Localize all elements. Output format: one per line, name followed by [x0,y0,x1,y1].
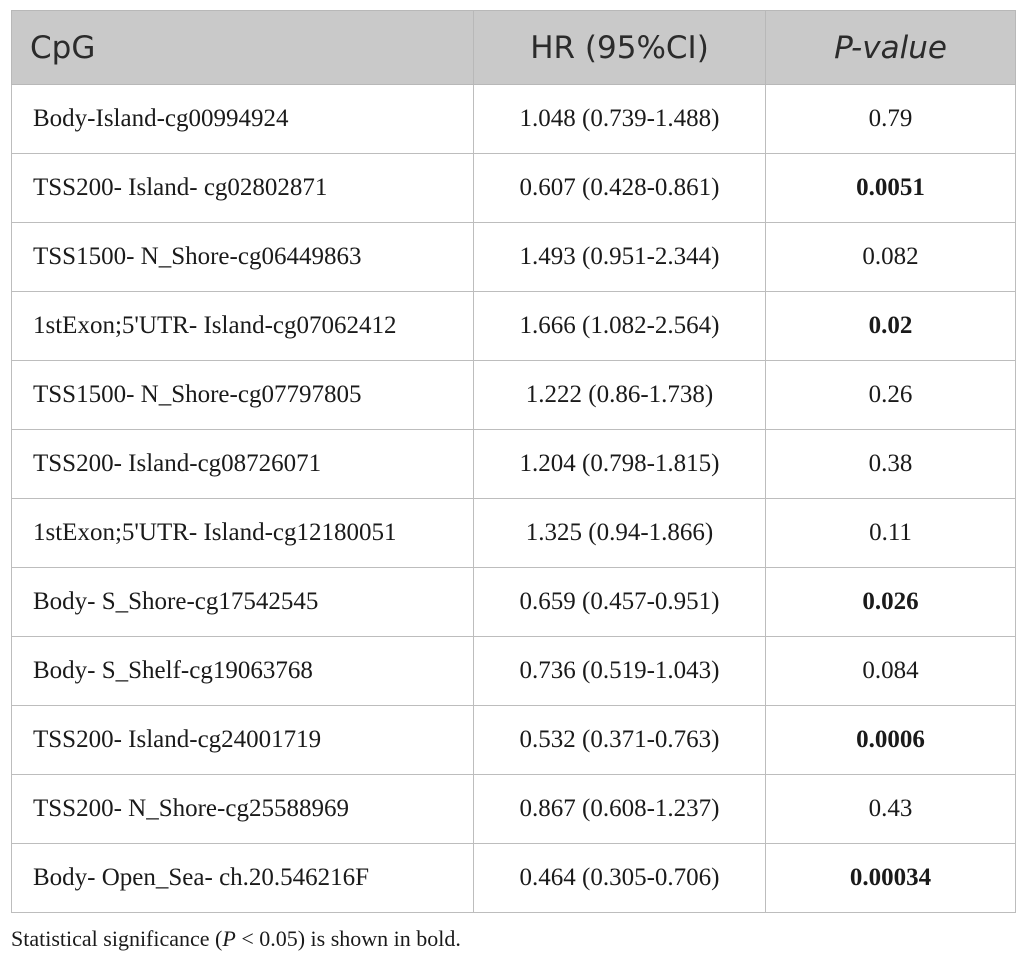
table-row: TSS200- Island-cg08726071 1.204 (0.798-1.… [11,429,1016,499]
table-row: Body- S_Shelf-cg19063768 0.736 (0.519-1.0… [11,636,1016,706]
cell-hr: 1.222 (0.86-1.738) [473,360,766,430]
cell-hr: 1.325 (0.94-1.866) [473,498,766,568]
table-row: Body- Open_Sea- ch.20.546216F 0.464 (0.30… [11,843,1016,913]
footnote: Statistical significance (P < 0.05) is s… [11,926,461,952]
cell-cpg: TSS1500- N_Shore-cg06449863 [11,222,474,292]
cell-cpg: TSS200- N_Shore-cg25588969 [11,774,474,844]
header-row: CpG HR (95%CI) P-value [11,10,1016,85]
footnote-after: < 0.05) is shown in bold. [235,926,461,951]
cell-hr: 0.464 (0.305-0.706) [473,843,766,913]
cell-p-value: 0.0006 [765,705,1016,775]
table-row: Body- S_Shore-cg17542545 0.659 (0.457-0.9… [11,567,1016,637]
cell-hr: 0.867 (0.608-1.237) [473,774,766,844]
cell-p-value: 0.082 [765,222,1016,292]
table-row: 1stExon;5'UTR- Island-cg07062412 1.666 (1… [11,291,1016,361]
cell-hr: 0.532 (0.371-0.763) [473,705,766,775]
footnote-p-symbol: P [222,926,236,951]
cell-hr: 1.204 (0.798-1.815) [473,429,766,499]
cell-hr: 1.048 (0.739-1.488) [473,84,766,154]
table-row: 1stExon;5'UTR- Island-cg12180051 1.325 (0… [11,498,1016,568]
header-hr: HR (95%CI) [473,10,766,85]
table-row: TSS200- N_Shore-cg25588969 0.867 (0.608-1… [11,774,1016,844]
header-p-value: P-value [765,10,1016,85]
results-table: CpG HR (95%CI) P-value Body-Island-cg009… [11,10,1016,913]
cell-p-value: 0.38 [765,429,1016,499]
table-row: TSS1500- N_Shore-cg06449863 1.493 (0.951-… [11,222,1016,292]
cell-p-value: 0.026 [765,567,1016,637]
cell-cpg: Body-Island-cg00994924 [11,84,474,154]
table-body: Body-Island-cg00994924 1.048 (0.739-1.488… [11,84,1016,913]
cell-hr: 0.607 (0.428-0.861) [473,153,766,223]
table-row: Body-Island-cg00994924 1.048 (0.739-1.488… [11,84,1016,154]
cell-p-value: 0.0051 [765,153,1016,223]
cell-p-value: 0.43 [765,774,1016,844]
cell-p-value: 0.79 [765,84,1016,154]
cell-cpg: TSS200- Island- cg02802871 [11,153,474,223]
cell-cpg: Body- S_Shore-cg17542545 [11,567,474,637]
cell-cpg: Body- Open_Sea- ch.20.546216F [11,843,474,913]
table-row: TSS200- Island- cg02802871 0.607 (0.428-0… [11,153,1016,223]
cell-cpg: 1stExon;5'UTR- Island-cg12180051 [11,498,474,568]
cell-cpg: 1stExon;5'UTR- Island-cg07062412 [11,291,474,361]
table-row: TSS200- Island-cg24001719 0.532 (0.371-0.… [11,705,1016,775]
cell-p-value: 0.02 [765,291,1016,361]
cell-cpg: TSS1500- N_Shore-cg07797805 [11,360,474,430]
cell-hr: 0.736 (0.519-1.043) [473,636,766,706]
cell-p-value: 0.11 [765,498,1016,568]
results-table-container: CpG HR (95%CI) P-value Body-Island-cg009… [11,10,1016,913]
cell-hr: 1.493 (0.951-2.344) [473,222,766,292]
cell-hr: 1.666 (1.082-2.564) [473,291,766,361]
header-cpg: CpG [11,10,474,85]
cell-cpg: Body- S_Shelf-cg19063768 [11,636,474,706]
cell-p-value: 0.00034 [765,843,1016,913]
cell-p-value: 0.26 [765,360,1016,430]
cell-p-value: 0.084 [765,636,1016,706]
cell-hr: 0.659 (0.457-0.951) [473,567,766,637]
cell-cpg: TSS200- Island-cg24001719 [11,705,474,775]
cell-cpg: TSS200- Island-cg08726071 [11,429,474,499]
footnote-before: Statistical significance ( [11,926,223,951]
table-row: TSS1500- N_Shore-cg07797805 1.222 (0.86-1… [11,360,1016,430]
